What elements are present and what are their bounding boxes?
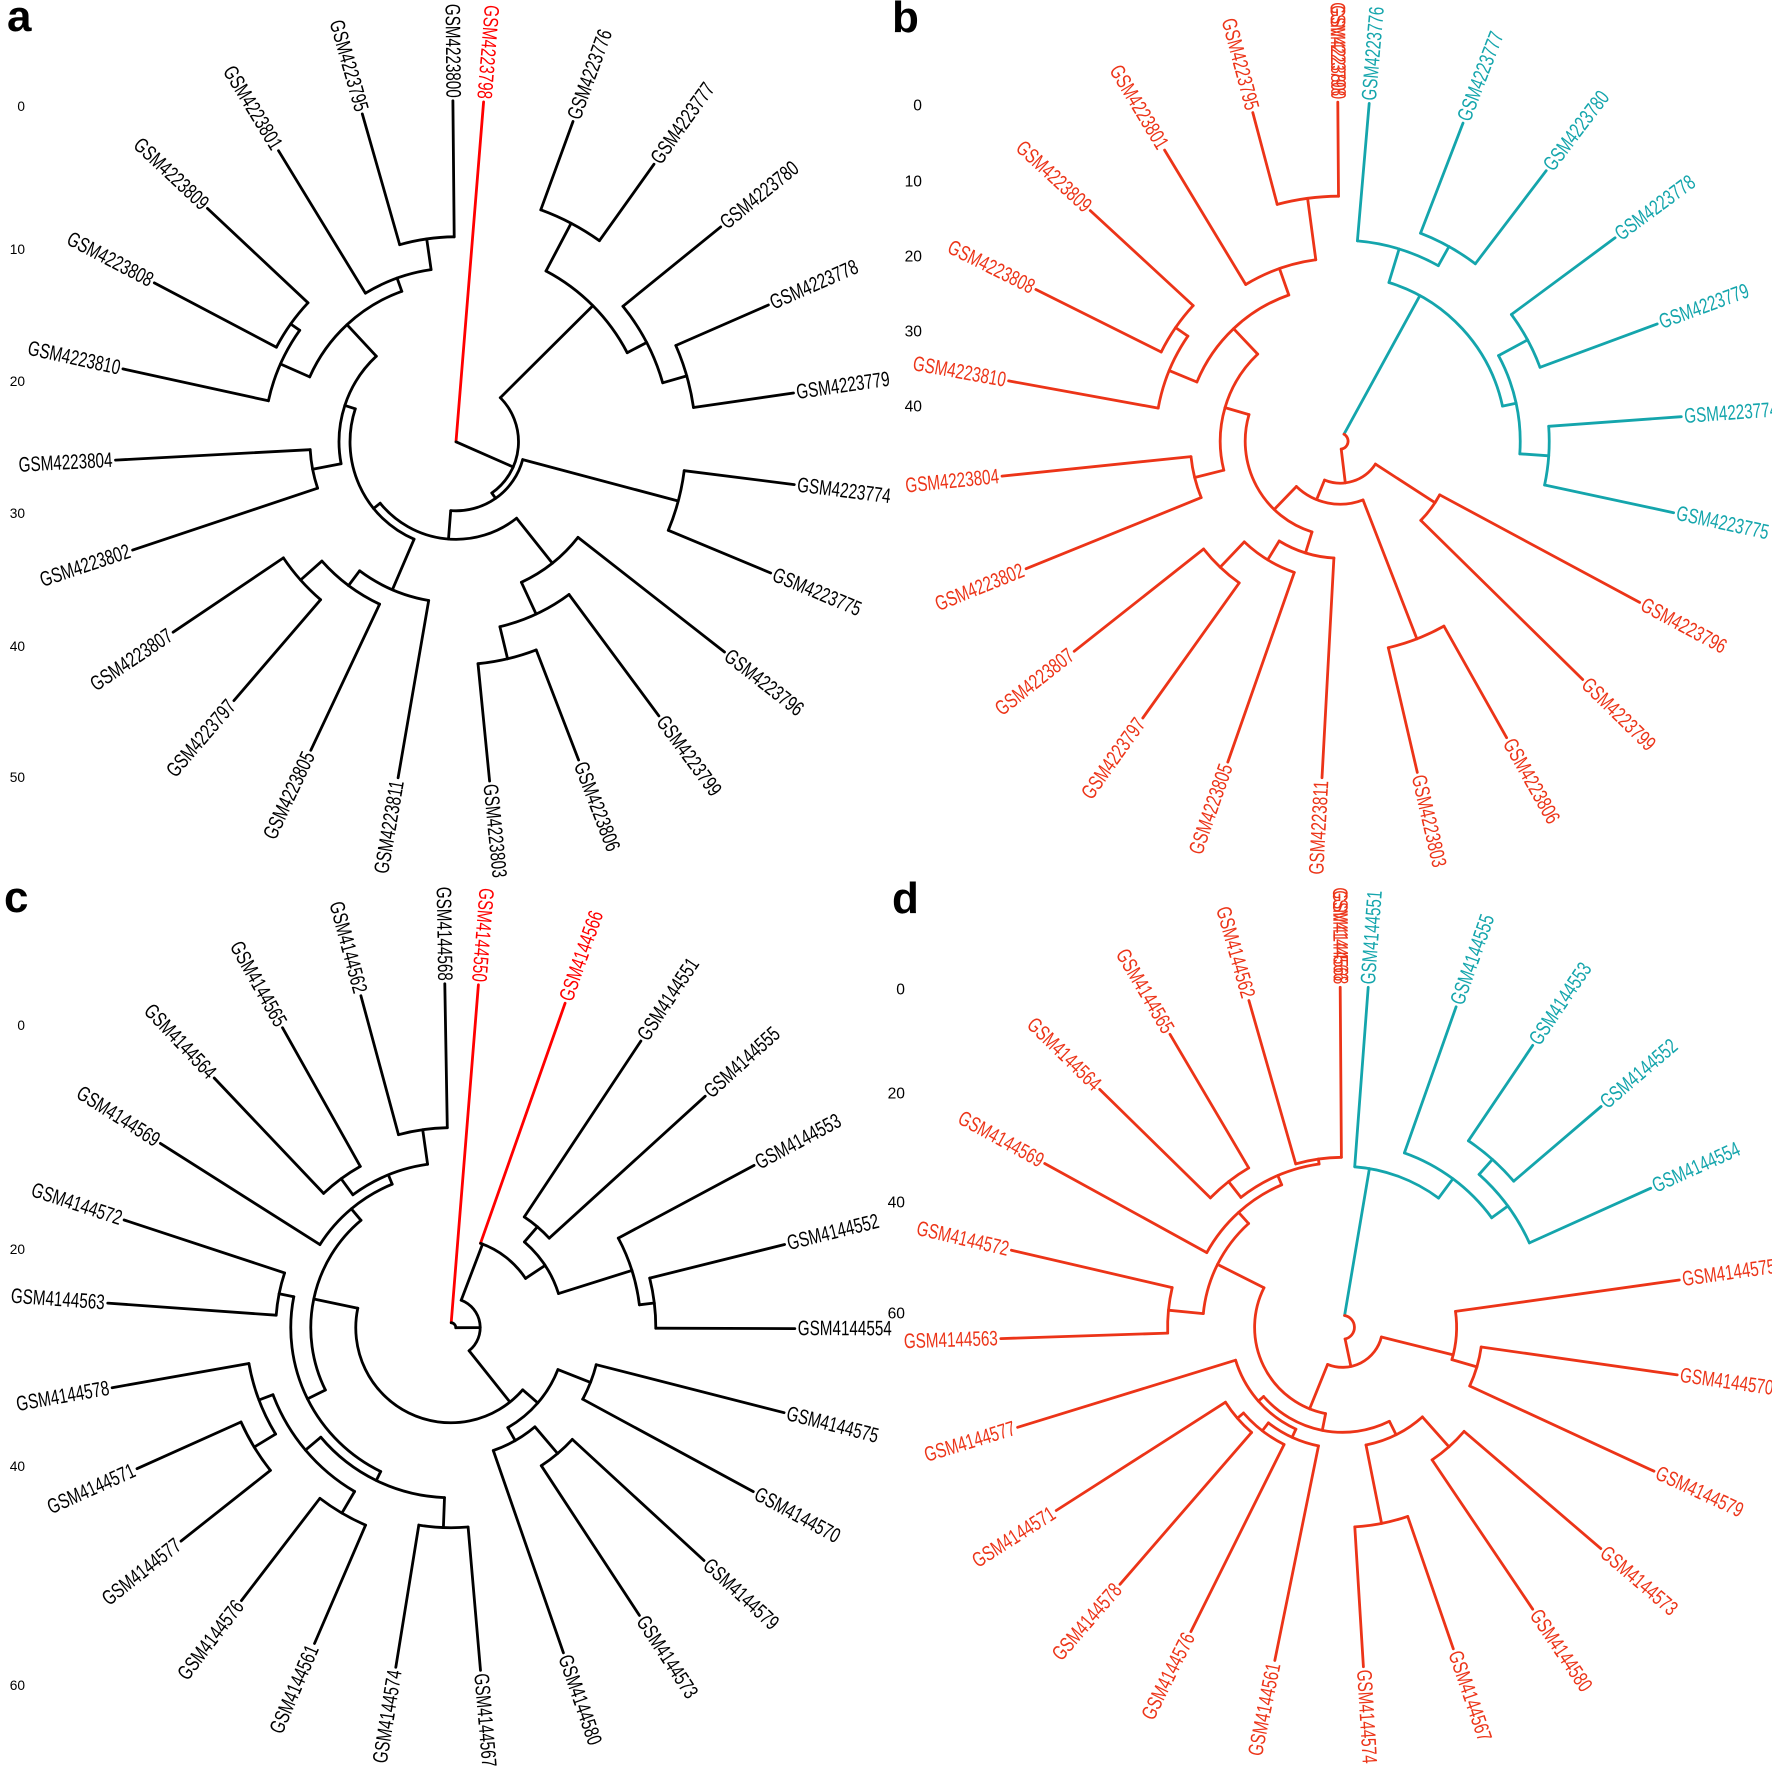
svg-text:GSM4223811: GSM4223811 — [1305, 780, 1333, 875]
svg-text:GSM4144566: GSM4144566 — [1328, 887, 1352, 981]
svg-text:a: a — [7, 0, 32, 41]
svg-text:GSM4223800: GSM4223800 — [1326, 5, 1350, 99]
svg-text:0: 0 — [17, 1017, 25, 1033]
svg-text:0: 0 — [17, 98, 25, 114]
svg-text:d: d — [892, 874, 919, 923]
svg-text:GSM4144563: GSM4144563 — [903, 1327, 998, 1353]
svg-text:0: 0 — [913, 98, 922, 115]
svg-text:50: 50 — [10, 769, 26, 785]
svg-text:GSM4144554: GSM4144554 — [798, 1317, 892, 1340]
svg-text:20: 20 — [10, 1241, 26, 1257]
svg-text:GSM4144568: GSM4144568 — [1328, 890, 1352, 984]
svg-text:30: 30 — [905, 324, 922, 341]
svg-text:10: 10 — [905, 174, 922, 191]
svg-text:20: 20 — [905, 249, 922, 266]
svg-text:40: 40 — [905, 399, 922, 416]
svg-text:20: 20 — [888, 1086, 905, 1103]
svg-text:b: b — [892, 0, 919, 42]
svg-text:c: c — [4, 873, 28, 922]
svg-text:30: 30 — [10, 505, 26, 521]
svg-text:60: 60 — [10, 1677, 26, 1693]
svg-text:40: 40 — [10, 638, 26, 654]
svg-text:GSM4144574: GSM4144574 — [1352, 1669, 1381, 1764]
svg-text:40: 40 — [10, 1458, 26, 1474]
svg-text:60: 60 — [888, 1306, 905, 1323]
svg-text:20: 20 — [10, 373, 26, 389]
svg-text:10: 10 — [10, 241, 26, 257]
svg-text:40: 40 — [888, 1195, 905, 1212]
svg-text:GSM4223800: GSM4223800 — [441, 4, 465, 98]
svg-text:GSM4223798: GSM4223798 — [1326, 2, 1350, 96]
svg-text:0: 0 — [896, 982, 905, 999]
svg-text:GSM4223804: GSM4223804 — [18, 449, 113, 477]
svg-text:GSM4144568: GSM4144568 — [432, 887, 457, 981]
